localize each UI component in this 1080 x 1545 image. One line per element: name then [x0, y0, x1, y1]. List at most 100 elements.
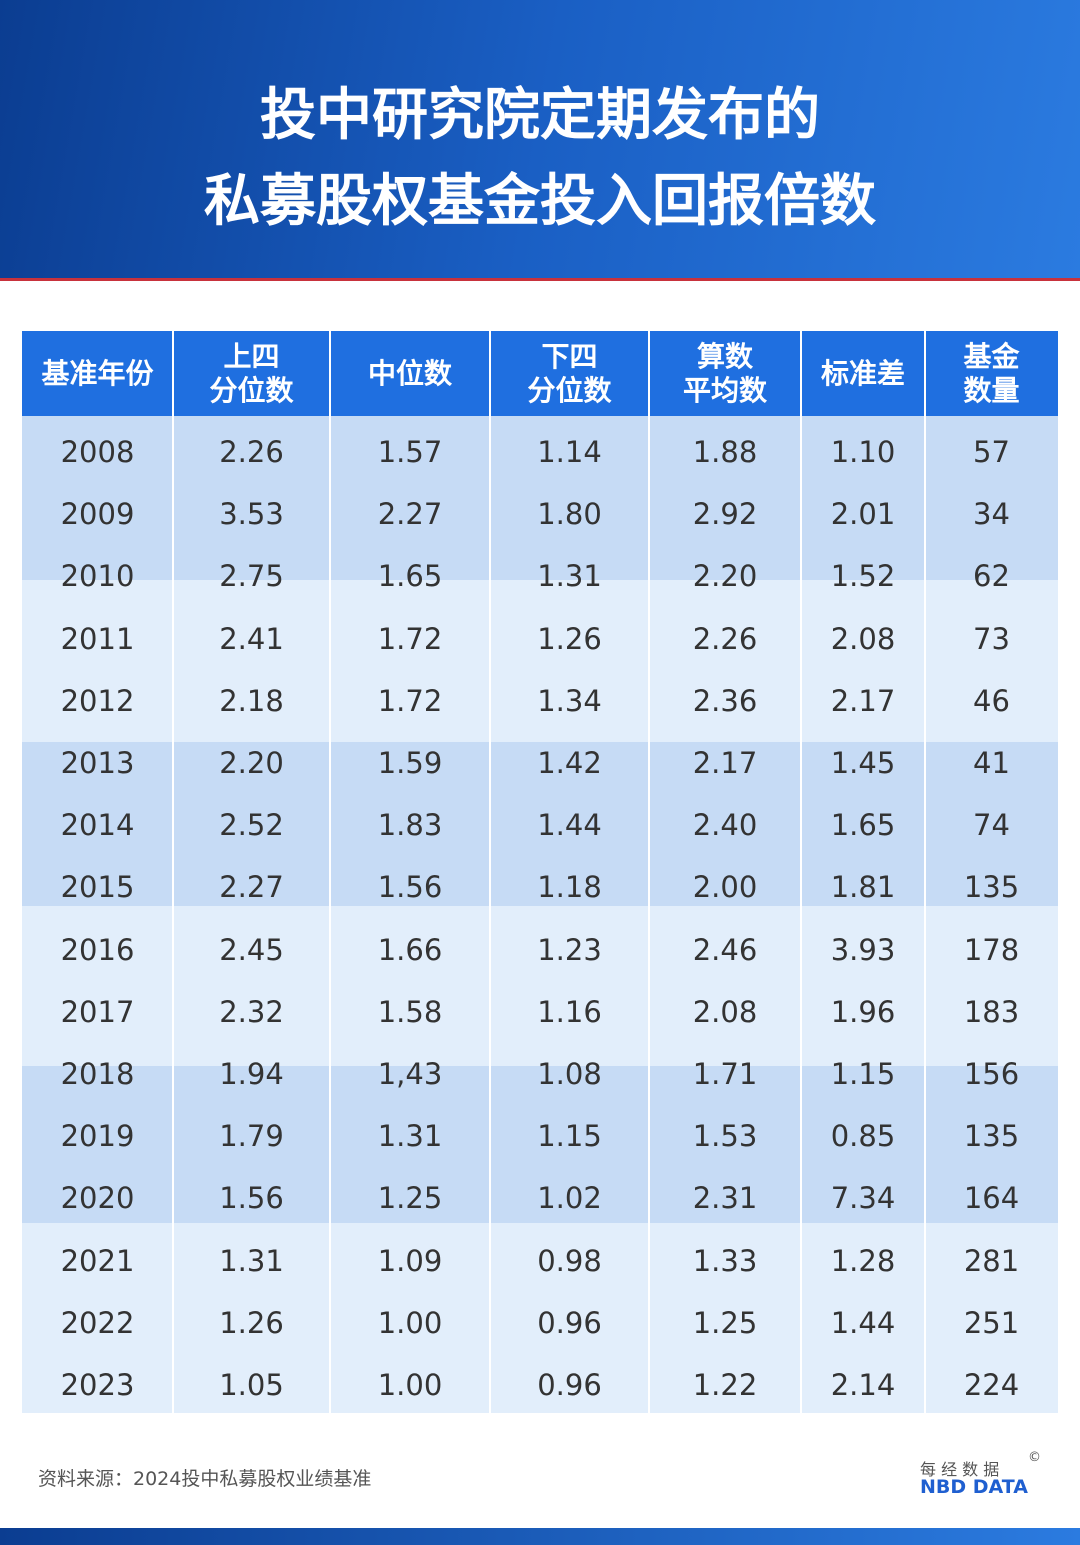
- table-cell: 2011: [60, 621, 135, 656]
- table-cell: 2021: [60, 1243, 135, 1278]
- table-cell: 2.18: [219, 683, 284, 718]
- table-cell: 1,43: [377, 1057, 443, 1091]
- table-cell: 3.93: [830, 932, 896, 967]
- table-cell: 1.59: [377, 746, 443, 780]
- table-cell: 1.52: [830, 559, 896, 594]
- table-cell: 2019: [60, 1119, 135, 1154]
- table-cell: 0.85: [830, 1119, 896, 1154]
- table-cell: 1.09: [377, 1243, 443, 1278]
- table-cell: 57: [973, 435, 1010, 469]
- table-cell: 164: [963, 1181, 1020, 1216]
- table-cell: 1.44: [537, 808, 602, 843]
- row-band: [22, 906, 1058, 1066]
- logo-en: NBD DATA: [920, 1476, 1028, 1498]
- column-separator: [648, 331, 650, 1413]
- table-cell: 1.33: [692, 1243, 758, 1278]
- table-cell: 2.01: [830, 497, 896, 532]
- table-cell: 2015: [60, 870, 135, 905]
- table-cell: 1.56: [219, 1181, 284, 1216]
- header-line: 标准差: [820, 356, 905, 390]
- table-cell: 1.94: [219, 1057, 284, 1091]
- table-cell: 2.17: [830, 683, 896, 718]
- table-cell: 3.53: [219, 497, 284, 532]
- column-header: 下四 分位数: [490, 331, 649, 416]
- column-header: 中位数: [330, 331, 490, 416]
- table-cell: 2.27: [377, 497, 443, 532]
- table-cell: 1.71: [692, 1057, 758, 1091]
- table-cell: 1.15: [537, 1119, 602, 1154]
- table-cell: 2.32: [219, 994, 284, 1029]
- table-cell: 1.10: [830, 435, 896, 469]
- table-cell: 1.00: [377, 1368, 443, 1402]
- table-cell: 1.34: [537, 683, 602, 718]
- table-cell: 2.14: [830, 1368, 896, 1402]
- table-cell: 2013: [60, 746, 135, 780]
- table-cell: 1.80: [537, 497, 602, 532]
- table-cell: 1.88: [692, 435, 758, 469]
- table-cell: 1.81: [830, 870, 896, 905]
- table-cell: 1.66: [377, 932, 443, 967]
- column-separator: [924, 331, 926, 1413]
- header-line: 基金: [963, 339, 1020, 373]
- table-cell: 2.92: [692, 497, 758, 532]
- table-cell: 1.31: [219, 1243, 284, 1278]
- table-cell: 2010: [60, 559, 135, 594]
- table-cell: 1.65: [377, 559, 443, 594]
- table-cell: 2.41: [219, 621, 284, 656]
- table-cell: 1.58: [377, 994, 443, 1029]
- table-cell: 224: [963, 1368, 1020, 1402]
- footer-bar: [0, 1528, 1080, 1545]
- header-line: 平均数: [682, 373, 767, 407]
- table-cell: 2017: [60, 994, 135, 1029]
- table-cell: 7.34: [830, 1181, 896, 1216]
- table-cell: 1.31: [377, 1119, 443, 1154]
- header-line: 基准年份: [41, 356, 154, 390]
- header-line: 分位数: [209, 373, 294, 407]
- table-cell: 0.96: [537, 1305, 602, 1340]
- table-cell: 2016: [60, 932, 135, 967]
- row-band: [22, 1223, 1058, 1413]
- table-cell: 135: [963, 1119, 1020, 1154]
- copyright: ©: [1028, 1450, 1041, 1465]
- column-header: 基金 数量: [925, 331, 1058, 416]
- table-cell: 2.08: [830, 621, 896, 656]
- table-cell: 74: [973, 808, 1010, 843]
- table-cell: 2.26: [219, 435, 284, 469]
- table-cell: 2022: [60, 1305, 135, 1340]
- column-header: 上四 分位数: [173, 331, 330, 416]
- table-cell: 1.45: [830, 746, 896, 780]
- table-cell: 1.08: [537, 1057, 602, 1091]
- row-band: [22, 742, 1058, 906]
- table-cell: 2020: [60, 1181, 135, 1216]
- table-cell: 251: [963, 1305, 1020, 1340]
- table-cell: 135: [963, 870, 1020, 905]
- table-cell: 178: [963, 932, 1020, 967]
- column-separator: [172, 331, 174, 1413]
- table-cell: 73: [973, 621, 1010, 656]
- column-header: 标准差: [801, 331, 925, 416]
- table-cell: 2.52: [219, 808, 284, 843]
- table-cell: 2.27: [219, 870, 284, 905]
- table-cell: 2009: [60, 497, 135, 532]
- table-cell: 1.02: [537, 1181, 602, 1216]
- header-line: 算数: [696, 339, 753, 373]
- table-cell: 2.20: [692, 559, 758, 594]
- table-cell: 34: [973, 497, 1010, 532]
- header-banner: [0, 0, 1080, 281]
- table-cell: 1.72: [377, 621, 443, 656]
- table-cell: 1.44: [830, 1305, 896, 1340]
- table-cell: 1.05: [219, 1368, 284, 1402]
- table-cell: 1.18: [537, 870, 602, 905]
- table-cell: 1.53: [692, 1119, 758, 1154]
- table-cell: 156: [963, 1057, 1020, 1091]
- table-cell: 2.26: [692, 621, 758, 656]
- row-band: [22, 416, 1058, 580]
- table-cell: 1.25: [377, 1181, 443, 1216]
- table-cell: 1.26: [537, 621, 602, 656]
- table-cell: 2.17: [692, 746, 758, 780]
- table-cell: 2.40: [692, 808, 758, 843]
- column-header: 算数 平均数: [649, 331, 801, 416]
- table-cell: 1.65: [830, 808, 896, 843]
- title-line: 投中研究院定期发布的: [260, 83, 820, 148]
- table-cell: 62: [973, 559, 1010, 594]
